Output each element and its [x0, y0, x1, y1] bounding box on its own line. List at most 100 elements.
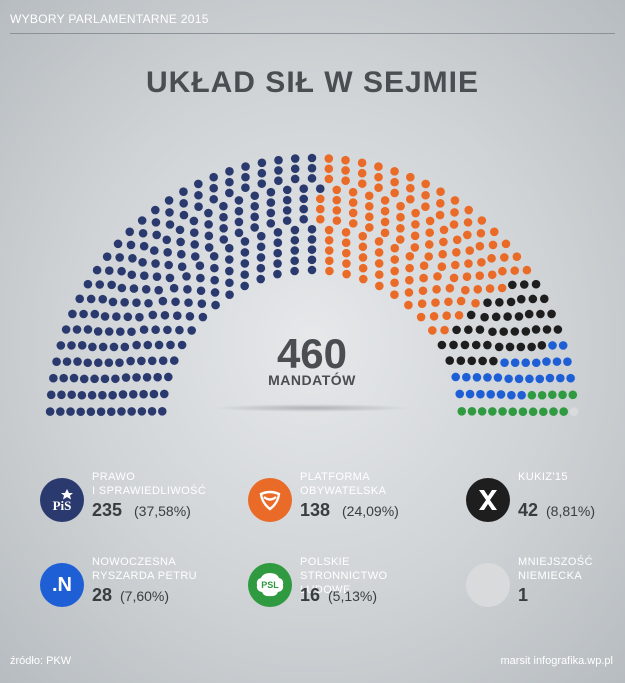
seat-dot	[467, 407, 477, 416]
seat-dot	[61, 325, 71, 334]
seat-dot	[457, 406, 467, 416]
seat-dot	[539, 294, 549, 304]
seat-dot	[499, 327, 509, 336]
seat-dot	[501, 239, 511, 249]
seat-dot	[341, 248, 351, 258]
seat-dot	[177, 340, 187, 350]
seat-dot	[518, 407, 528, 417]
seat-dot	[510, 327, 520, 336]
seat-dot	[463, 230, 472, 240]
seat-dot	[411, 220, 420, 229]
party-name-line1: POLSKIE STRONNICTWO	[300, 556, 388, 582]
seat-dot	[545, 373, 555, 383]
seat-dot	[73, 357, 82, 366]
seat-dot	[273, 228, 283, 237]
seat-dot	[225, 188, 234, 198]
seat-dot	[539, 407, 548, 417]
seat-dot	[204, 208, 213, 218]
seat-dot	[332, 185, 342, 195]
seat-dot	[154, 285, 163, 295]
seat-dot	[137, 407, 147, 416]
seat-dot	[179, 187, 188, 197]
seat-dot	[512, 252, 522, 261]
seat-dot	[290, 174, 300, 184]
seat-dot	[454, 310, 464, 320]
seat-dot	[92, 265, 102, 275]
seat-dot	[177, 262, 187, 271]
seat-dot	[90, 309, 100, 319]
seat-dot	[548, 390, 557, 400]
party-name-line2: RYSZARDA PETRU	[92, 570, 198, 582]
seat-dot	[478, 356, 487, 366]
seat-dot	[464, 259, 473, 268]
seat-dot	[416, 312, 426, 322]
legend-item-mniejszosc: MNIEJSZOŚĆ NIEMIECKA 1	[466, 555, 625, 625]
seat-dot	[494, 342, 504, 352]
seat-dot	[542, 325, 552, 334]
seat-dot	[439, 237, 448, 247]
party-name-line2: LUDOWE	[300, 584, 351, 596]
seat-dot	[528, 294, 538, 304]
seat-dot	[83, 279, 93, 289]
seat-dot	[158, 296, 168, 306]
seat-dot	[467, 356, 477, 366]
seat-dot	[483, 340, 492, 350]
seat-dot	[77, 390, 87, 400]
seat-dot	[315, 204, 325, 214]
header-divider	[10, 33, 615, 34]
seat-dot	[257, 158, 267, 168]
seat-dot	[464, 205, 474, 215]
seat-dot	[273, 269, 282, 279]
seats-pis: 235	[92, 500, 123, 520]
seat-dot	[324, 246, 334, 255]
seat-dot	[487, 270, 497, 280]
seat-dot	[439, 225, 449, 235]
seat-dot	[307, 255, 317, 265]
seat-dot	[190, 240, 200, 249]
seat-dot	[210, 263, 219, 273]
seat-dot	[405, 275, 414, 285]
seat-dot	[418, 286, 428, 296]
seat-dot	[299, 194, 309, 204]
seat-dot	[290, 256, 299, 266]
seat-dot	[104, 327, 114, 336]
svg-text:PiS: PiS	[53, 498, 72, 513]
seat-dot	[241, 162, 250, 171]
seat-dot	[132, 298, 141, 308]
seat-dot	[196, 273, 205, 283]
seat-dot	[390, 255, 400, 264]
seat-dot	[152, 230, 161, 240]
seat-dot	[421, 202, 430, 211]
seat-dot	[266, 219, 276, 228]
seat-dot	[225, 278, 234, 288]
seat-dot	[49, 373, 58, 383]
seat-dot	[558, 341, 568, 350]
seat-dot	[307, 174, 317, 183]
seat-dot	[100, 374, 110, 384]
seat-dot	[460, 340, 470, 350]
seat-dot	[462, 372, 471, 382]
seat-dot	[424, 252, 434, 261]
seat-dot	[274, 166, 283, 175]
nowoczesna-logo-text: .N	[52, 573, 72, 596]
seat-dot	[56, 407, 65, 416]
seat-dot	[525, 374, 534, 384]
seat-dot	[195, 261, 205, 271]
seat-dot	[488, 327, 497, 337]
seat-dot	[433, 272, 442, 281]
seat-dot	[500, 358, 509, 367]
seat-dot	[510, 358, 520, 368]
seat-dot	[440, 325, 449, 335]
seat-dot	[290, 225, 300, 235]
seat-dot	[126, 240, 136, 250]
seat-dot	[450, 208, 459, 217]
seat-dot	[504, 374, 513, 384]
seat-dot	[144, 298, 153, 308]
seat-dot	[556, 373, 565, 383]
seat-dot	[282, 206, 292, 215]
seat-dot	[357, 158, 367, 168]
seat-dot	[274, 176, 283, 186]
seat-dot	[480, 312, 489, 322]
seat-dot	[175, 325, 184, 335]
seat-dot	[225, 177, 234, 187]
